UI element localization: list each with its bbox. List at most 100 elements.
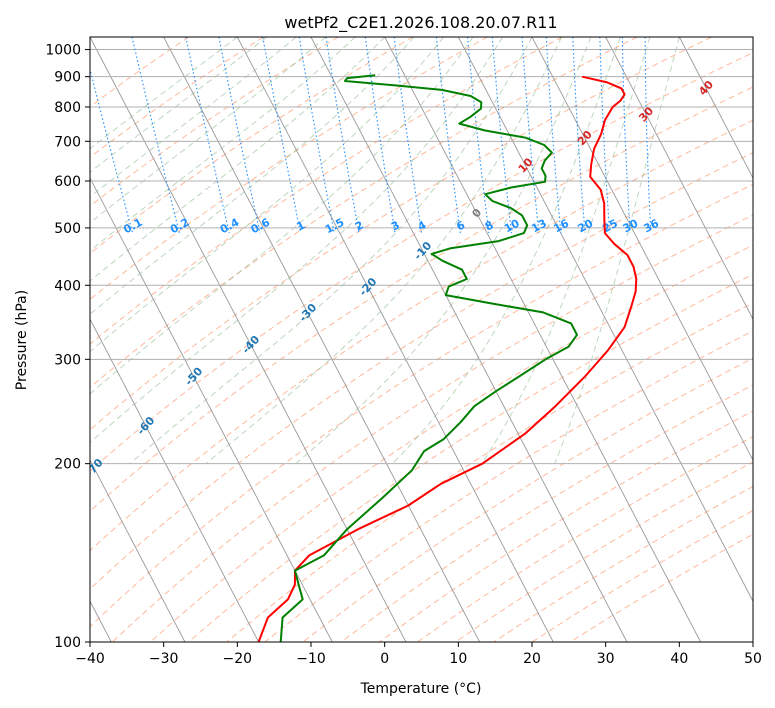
dry-adiabat [90,37,712,431]
x-tick-label: 20 [523,651,541,667]
y-axis-label: Pressure (hPa) [14,290,30,390]
y-tick-label: 600 [54,174,81,190]
y-tick-label: 100 [54,635,81,651]
mixing-ratio-line [644,37,652,234]
dry-adiabat [379,410,753,642]
moist-adiabat [90,37,503,444]
dry-adiabat [90,86,753,512]
mixing-ratio-line [621,37,631,234]
isotherm-line [752,37,753,38]
x-tick-label: 40 [670,651,688,667]
x-tick-label: 30 [597,651,615,667]
mixing-ratio-label: 8 [483,218,496,233]
dry-adiabat [90,183,753,628]
dry-adiabat [302,357,753,642]
y-tick-label: 1000 [45,43,81,59]
dry-adiabat [226,302,753,642]
mixing-ratio-label: 30 [621,217,641,236]
mixing-ratio-label: 4 [416,218,429,233]
mixing-ratio-label: 1.5 [323,216,346,237]
mixing-ratio-label: 20 [576,217,596,236]
y-tick-label: 900 [54,70,81,86]
mixing-ratio-line [185,37,230,234]
mixing-ratio-line [491,37,513,234]
moist-adiabat [90,37,327,224]
mixing-ratio-line [298,37,335,234]
isotherm-line [90,459,186,642]
isotherm-label: -50 [182,365,205,389]
isotherm-line [90,177,333,642]
dry-adiabat [90,37,414,255]
x-tick-label: 0 [380,651,389,667]
dry-adiabat [188,273,753,642]
mixing-ratio-line [393,37,423,234]
mixing-ratio-label: 6 [454,218,467,233]
moist-adiabat [90,37,415,315]
moist-adiabat [129,37,533,465]
x-tick-label: −30 [149,651,179,667]
y-tick-label: 500 [54,221,81,237]
isotherm-line [605,37,753,321]
isotherm-label: 40 [696,78,716,98]
mixing-ratio-line [131,37,180,234]
isotherm-label: 10 [516,155,536,175]
isotherm-line [531,37,753,462]
y-tick-label: 300 [54,352,81,368]
moist-adiabat [554,37,680,464]
chart-title: wetPf2_C2E1.2026.108.20.07.R11 [284,13,557,33]
x-tick-label: 10 [449,651,467,667]
mixing-ratio-line [435,37,461,234]
mixing-ratio-label: 16 [551,217,571,236]
mixing-ratio-line [218,37,261,234]
mixing-ratio-label: 3 [389,218,402,233]
dry-adiabat [264,330,753,642]
mixing-ratio-line [572,37,586,234]
dry-adiabat [90,37,339,207]
moist-adiabat [90,37,297,198]
mixing-ratio-line [466,37,490,234]
mixing-ratio-line [599,37,611,234]
isotherm-line [678,37,753,180]
isotherm-line [163,37,481,642]
isotherm-label: -40 [239,333,262,357]
x-tick-label: −20 [223,651,253,667]
y-tick-label: 800 [54,100,81,116]
isotherm-label: 0 [470,206,485,221]
moist-adiabat [90,37,238,150]
dry-adiabat [90,37,638,389]
isotherm-label: -20 [357,275,380,299]
x-tick-label: −40 [75,651,105,667]
y-tick-label: 200 [54,457,81,473]
moist-adiabat [90,37,474,395]
isotherm-label: -60 [134,414,157,438]
mixing-ratio-label: 10 [502,217,522,236]
mixing-ratio-line [90,67,134,234]
mixing-ratio-label: 2 [353,218,366,233]
isotherm-label: -10 [411,239,434,263]
mixing-ratio-label: 36 [641,217,661,236]
x-tick-label: 50 [744,651,762,667]
mixing-ratio-line [364,37,396,234]
dry-adiabat [150,244,753,642]
moist-adiabat [90,37,356,252]
isotherm-line [236,37,554,642]
isotherm-line [384,37,702,642]
y-tick-label: 400 [54,278,81,294]
moist-adiabat [481,37,651,464]
dry-adiabat [493,485,753,642]
moist-adiabat [90,37,386,282]
dry-adiabat [340,384,753,642]
moist-adiabat [392,37,621,465]
isotherm-label: -70 [83,456,106,480]
plot-area: 0.10.20.40.611.52346810131620253036-100-… [83,37,753,642]
mixing-ratio-label: 13 [529,217,549,236]
dry-adiabat [90,152,753,590]
mixing-ratio-line [545,37,562,234]
mixing-ratio-line [325,37,360,234]
dry-adiabat [90,37,190,108]
x-tick-label: −10 [296,651,326,667]
mixing-ratio-label: 25 [600,217,620,236]
mixing-ratio-label: 1 [294,218,307,233]
mixing-ratio-line [521,37,540,234]
isotherm-line [90,37,407,642]
